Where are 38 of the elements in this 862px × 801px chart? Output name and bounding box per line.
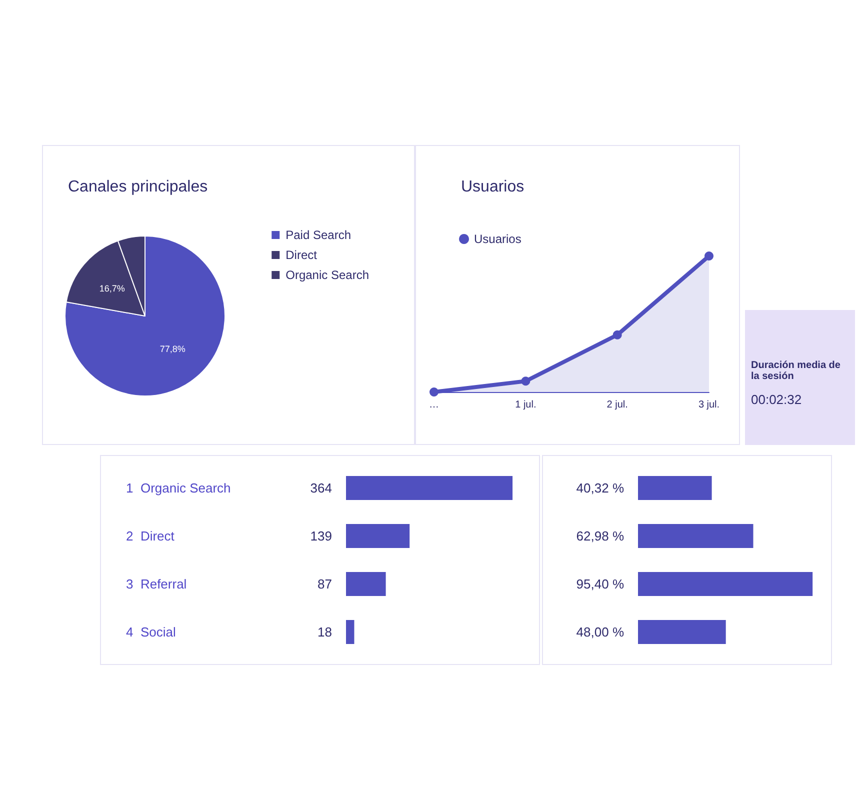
legend-label: Direct — [286, 248, 318, 262]
legend-label: Usuarios — [474, 232, 522, 246]
data-label: 139 — [310, 528, 332, 544]
data-label: 62,98 % — [576, 528, 624, 544]
data-label: 48,00 % — [576, 624, 624, 640]
point — [430, 388, 438, 396]
legend-label: Paid Search — [286, 228, 351, 242]
bar — [346, 476, 513, 500]
y-tick-label: 2 Direct — [126, 528, 175, 544]
y-tick-label: 1 Organic Search — [126, 480, 231, 496]
data-label: 87 — [318, 576, 332, 592]
point — [612, 330, 622, 340]
data-label: 95,40 % — [576, 576, 624, 592]
legend-label: Organic Search — [286, 268, 369, 282]
bar — [638, 620, 726, 644]
data-label: 364 — [310, 480, 332, 496]
x-tick-label: 2 jul. — [606, 400, 628, 410]
x-tick-label: 3 jul. — [698, 400, 720, 410]
x-tick-label: 1 jul. — [515, 400, 536, 410]
y-tick-label: 4 Social — [126, 624, 176, 640]
data-label: 18 — [318, 624, 332, 640]
bar — [346, 524, 410, 548]
data-label: 40,32 % — [576, 480, 624, 496]
chart-title: Canales principales — [68, 178, 208, 196]
point — [704, 252, 714, 260]
text: Duración media de la sesión — [751, 360, 842, 382]
bar — [638, 572, 813, 596]
bar — [638, 524, 754, 548]
x-tick-label: … — [429, 400, 439, 410]
point — [521, 376, 530, 386]
bar — [346, 620, 354, 644]
bar — [346, 572, 386, 596]
data-label: 77,8% — [160, 344, 186, 354]
text: 00:02:32 — [751, 392, 803, 407]
data-label: 16,7% — [99, 283, 125, 294]
chart-title: Usuarios — [461, 178, 524, 196]
bar — [638, 476, 712, 500]
y-tick-label: 3 Referral — [126, 576, 187, 592]
